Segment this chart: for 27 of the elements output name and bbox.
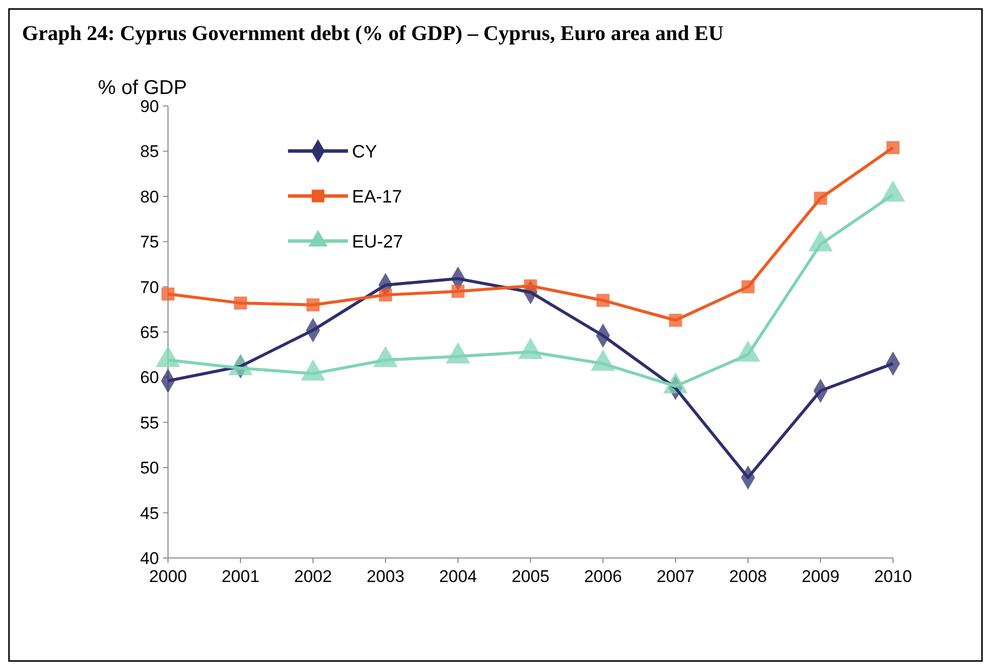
legend-label: CY xyxy=(352,141,378,162)
y-tick-label: 85 xyxy=(140,142,159,162)
x-tick-label: 2007 xyxy=(656,567,694,586)
y-tick-label: 60 xyxy=(140,368,159,388)
y-axis-title: % of GDP xyxy=(98,77,187,99)
x-tick-label: 2004 xyxy=(439,567,477,586)
chart-title: Graph 24: Cyprus Government debt (% of GDP) – Cyprus, Euro area and EU xyxy=(22,21,724,45)
x-tick-label: 2000 xyxy=(149,567,187,586)
x-tick-label: 2003 xyxy=(366,567,404,586)
legend-label: EA-17 xyxy=(352,186,402,206)
y-tick-label: 75 xyxy=(140,232,159,252)
y-tick-label: 70 xyxy=(140,278,159,297)
x-tick-label: 2010 xyxy=(874,567,912,586)
x-tick-label: 2008 xyxy=(729,567,767,586)
x-tick-label: 2002 xyxy=(294,567,332,586)
y-tick-label: 65 xyxy=(140,322,159,342)
y-tick-label: 90 xyxy=(140,96,159,116)
x-tick-label: 2006 xyxy=(584,567,622,586)
y-tick-label: 50 xyxy=(140,458,159,478)
x-tick-label: 2009 xyxy=(802,567,840,586)
legend-label: EU-27 xyxy=(352,231,404,252)
x-tick-label: 2005 xyxy=(512,567,550,586)
x-tick-label: 2001 xyxy=(222,567,260,586)
y-tick-label: 55 xyxy=(140,413,159,432)
y-tick-label: 80 xyxy=(140,187,159,206)
y-tick-label: 40 xyxy=(140,548,159,568)
y-tick-label: 45 xyxy=(140,504,159,523)
